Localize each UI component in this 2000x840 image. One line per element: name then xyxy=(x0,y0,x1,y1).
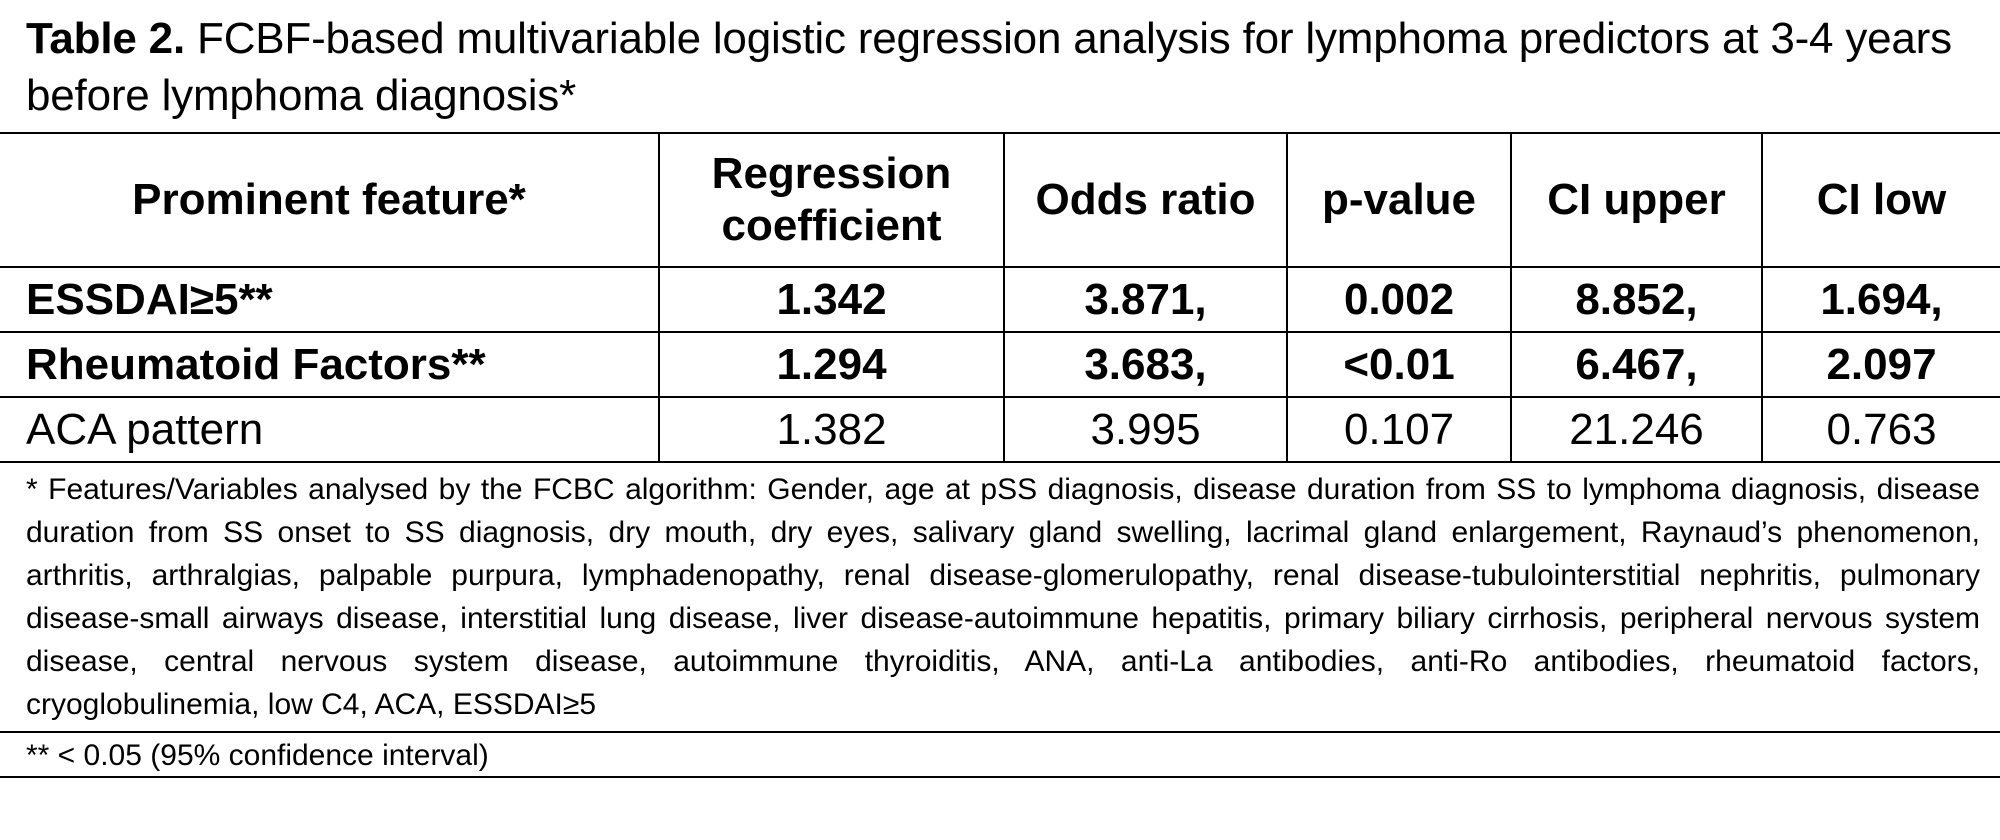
cell-p-value: 0.107 xyxy=(1286,396,1512,463)
table-row: ESSDAI≥5** 1.342 3.871, 0.002 8.852, 1.6… xyxy=(0,266,2000,333)
cell-odds-ratio: 3.683, xyxy=(1003,331,1288,398)
cell-ci-upper: 6.467, xyxy=(1510,331,1763,398)
table-caption: Table 2. FCBF-based multivariable logist… xyxy=(26,10,1986,124)
cell-feature: ESSDAI≥5** xyxy=(0,266,660,333)
caption-label: Table 2. xyxy=(26,14,185,63)
cell-ci-upper: 8.852, xyxy=(1510,266,1763,333)
header-p-value: p-value xyxy=(1286,132,1512,268)
cell-ci-low: 2.097 xyxy=(1761,331,2000,398)
cell-ci-low: 1.694, xyxy=(1761,266,2000,333)
table-row: ACA pattern 1.382 3.995 0.107 21.246 0.7… xyxy=(0,396,2000,463)
cell-ci-low: 0.763 xyxy=(1761,396,2000,463)
cell-p-value: <0.01 xyxy=(1286,331,1512,398)
cell-ci-upper: 21.246 xyxy=(1510,396,1763,463)
cell-coefficient: 1.382 xyxy=(658,396,1005,463)
regression-table: Prominent feature* Regression coefficien… xyxy=(0,132,2000,463)
cell-odds-ratio: 3.995 xyxy=(1003,396,1288,463)
cell-p-value: 0.002 xyxy=(1286,266,1512,333)
header-ci-upper: CI upper xyxy=(1510,132,1763,268)
header-prominent-feature: Prominent feature* xyxy=(0,132,660,268)
cell-coefficient: 1.294 xyxy=(658,331,1005,398)
header-odds-ratio: Odds ratio xyxy=(1003,132,1288,268)
cell-odds-ratio: 3.871, xyxy=(1003,266,1288,333)
footnote-significance: ** < 0.05 (95% confidence interval) xyxy=(0,733,2000,778)
caption-text: FCBF-based multivariable logistic regres… xyxy=(26,14,1952,120)
header-regression-coefficient: Regression coefficient xyxy=(658,132,1005,268)
footnote-variables: * Features/Variables analysed by the FCB… xyxy=(0,468,2000,733)
table-row: Rheumatoid Factors** 1.294 3.683, <0.01 … xyxy=(0,331,2000,398)
header-row: Prominent feature* Regression coefficien… xyxy=(0,132,2000,268)
cell-feature: Rheumatoid Factors** xyxy=(0,331,660,398)
cell-feature: ACA pattern xyxy=(0,396,660,463)
header-ci-low: CI low xyxy=(1761,132,2000,268)
cell-coefficient: 1.342 xyxy=(658,266,1005,333)
